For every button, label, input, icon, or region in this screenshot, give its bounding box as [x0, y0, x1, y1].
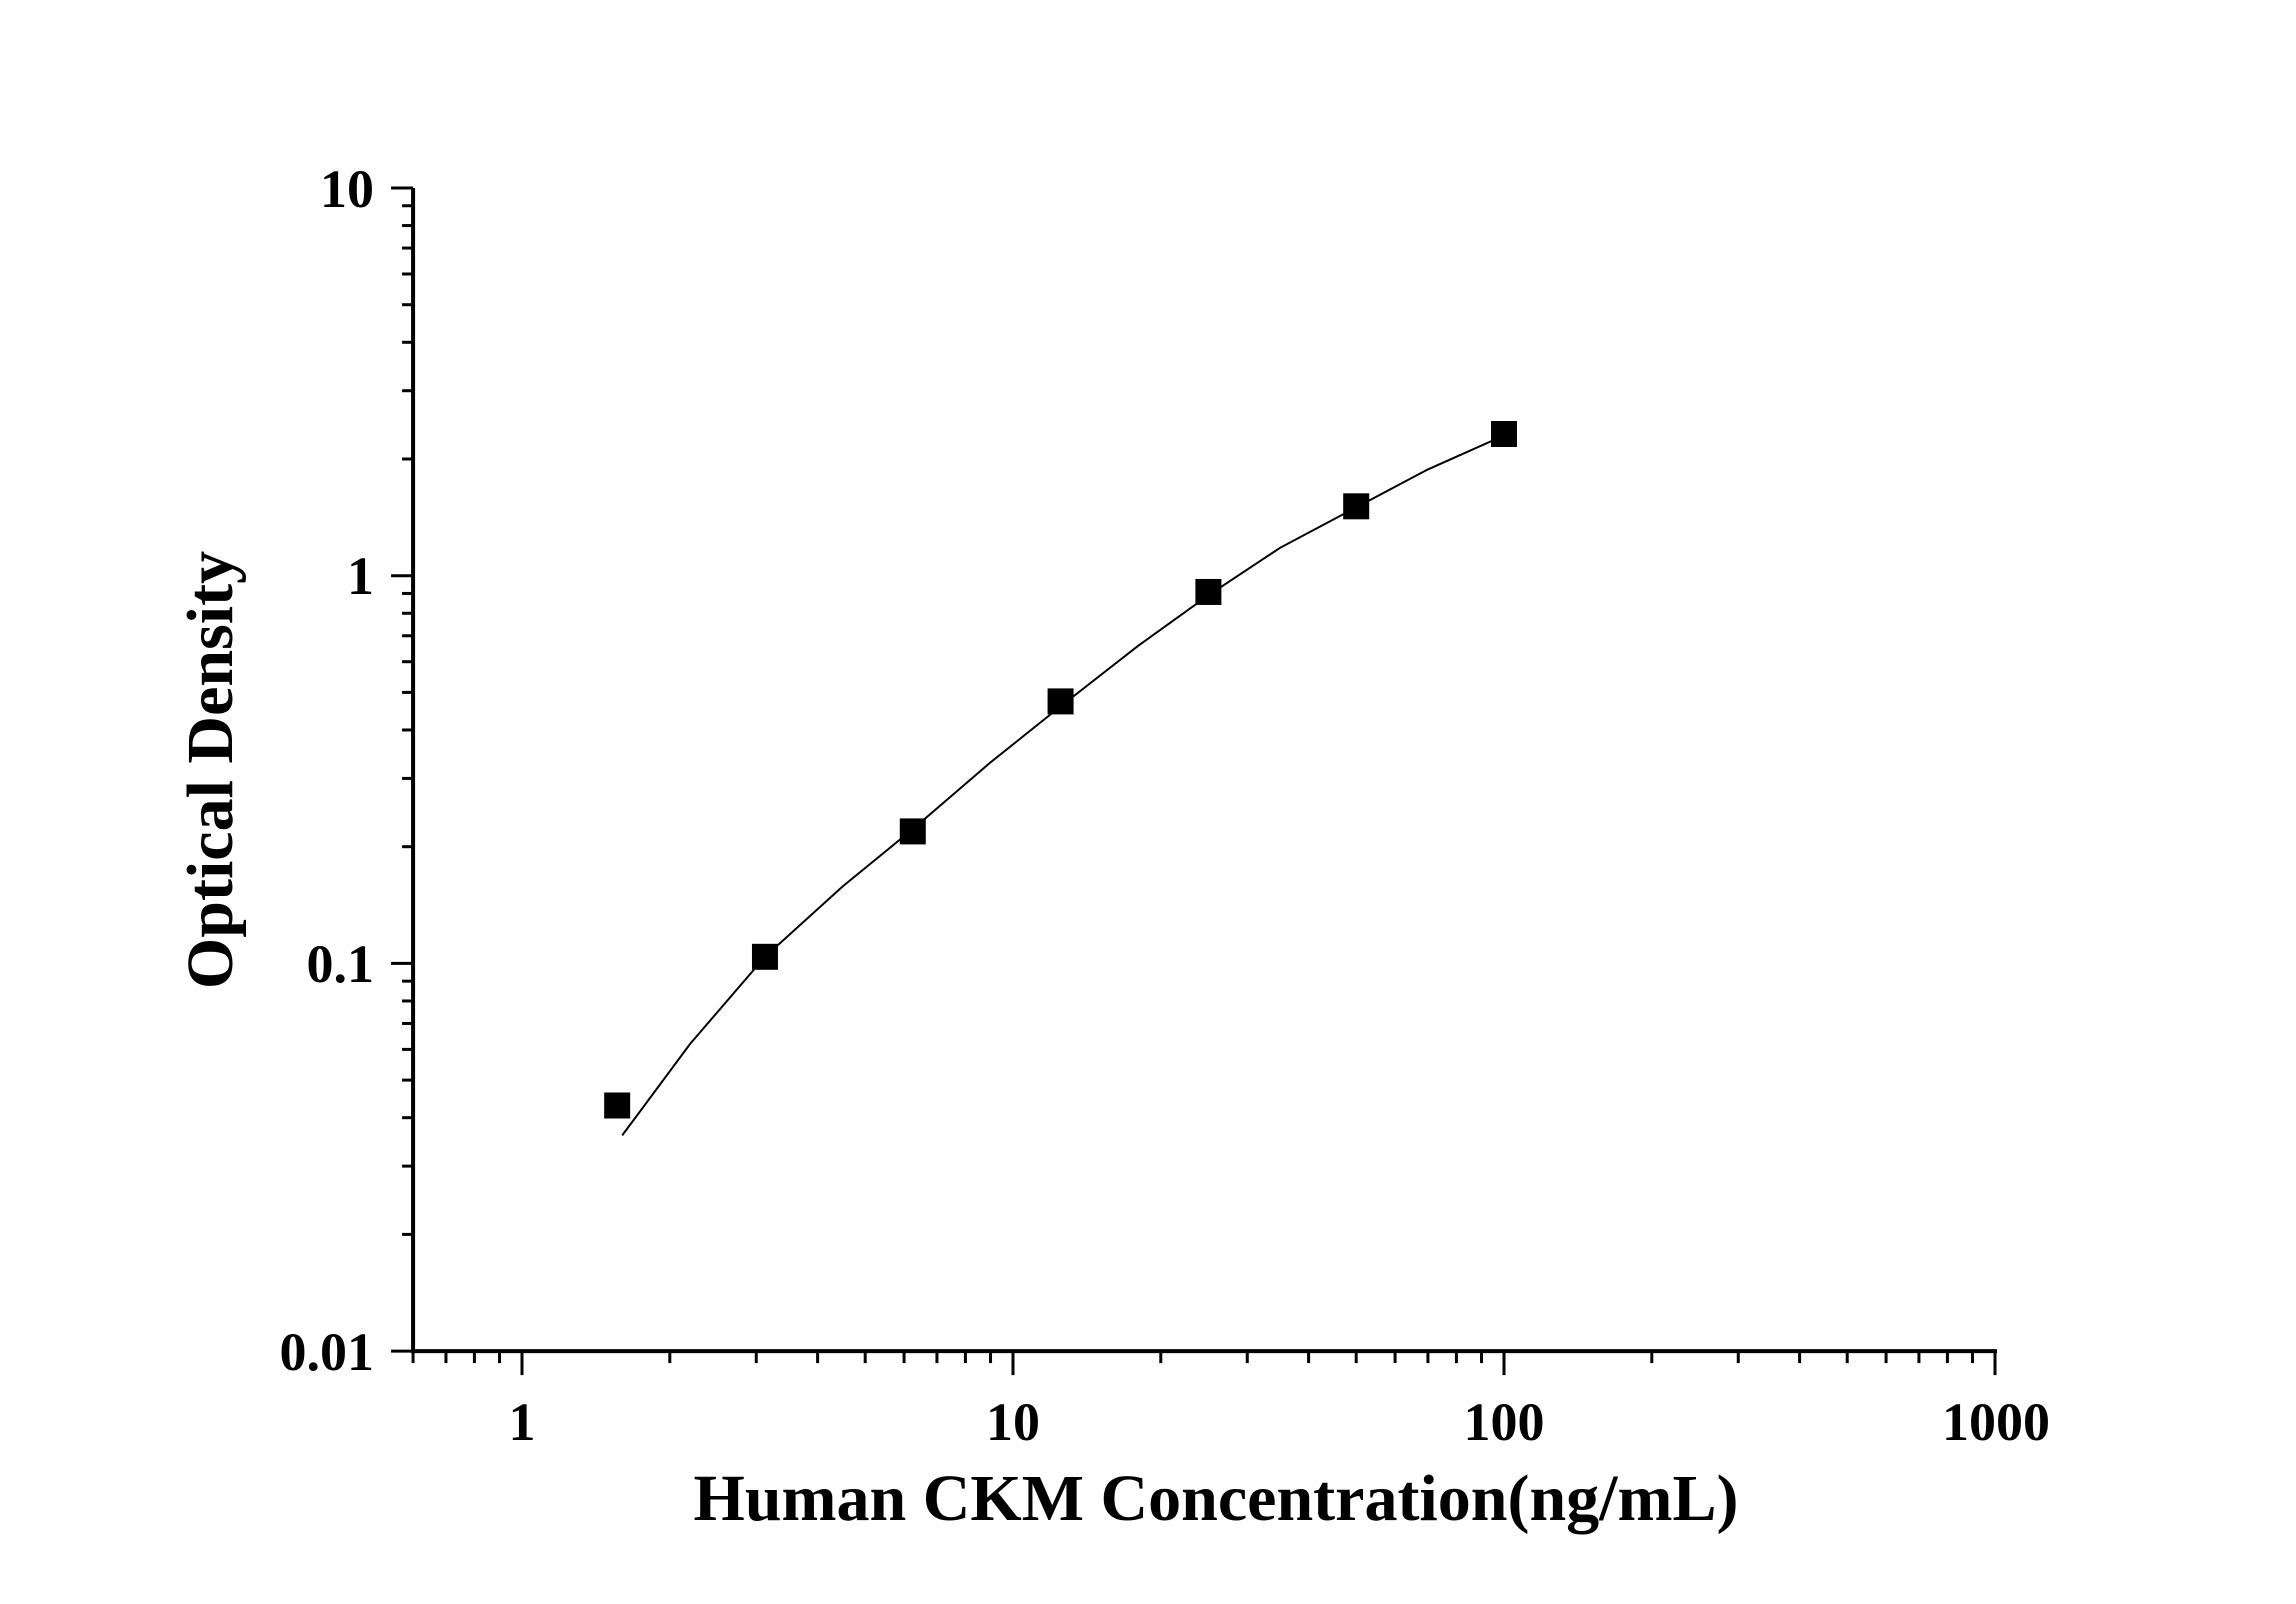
axes — [391, 186, 1997, 1376]
data-point — [604, 1092, 631, 1119]
x-axis-title: Human CKM Concentration(ng/mL) — [694, 1462, 1739, 1535]
fit-curve-group — [621, 434, 1505, 1136]
x-tick-label: 1000 — [1942, 1392, 2050, 1452]
x-tick-label: 1 — [509, 1392, 536, 1452]
y-tick-label: 1 — [347, 546, 374, 606]
data-points — [604, 421, 1517, 1119]
data-point — [1195, 578, 1222, 605]
data-point — [1047, 688, 1074, 715]
data-point — [1491, 421, 1517, 448]
fit-curve — [621, 434, 1505, 1136]
x-tick-label: 100 — [1464, 1392, 1545, 1452]
x-tick-label: 10 — [986, 1392, 1040, 1452]
y-tick-label: 0.1 — [307, 934, 375, 994]
data-point — [1343, 493, 1370, 520]
tick-labels: 1 10 100 1000 0.01 0.1 1 10 — [280, 159, 2051, 1452]
data-point — [751, 943, 778, 970]
y-tick-label: 0.01 — [280, 1322, 375, 1382]
y-axis-title: Optical Density — [174, 551, 247, 989]
data-point — [899, 818, 926, 845]
y-tick-label: 10 — [320, 159, 374, 219]
